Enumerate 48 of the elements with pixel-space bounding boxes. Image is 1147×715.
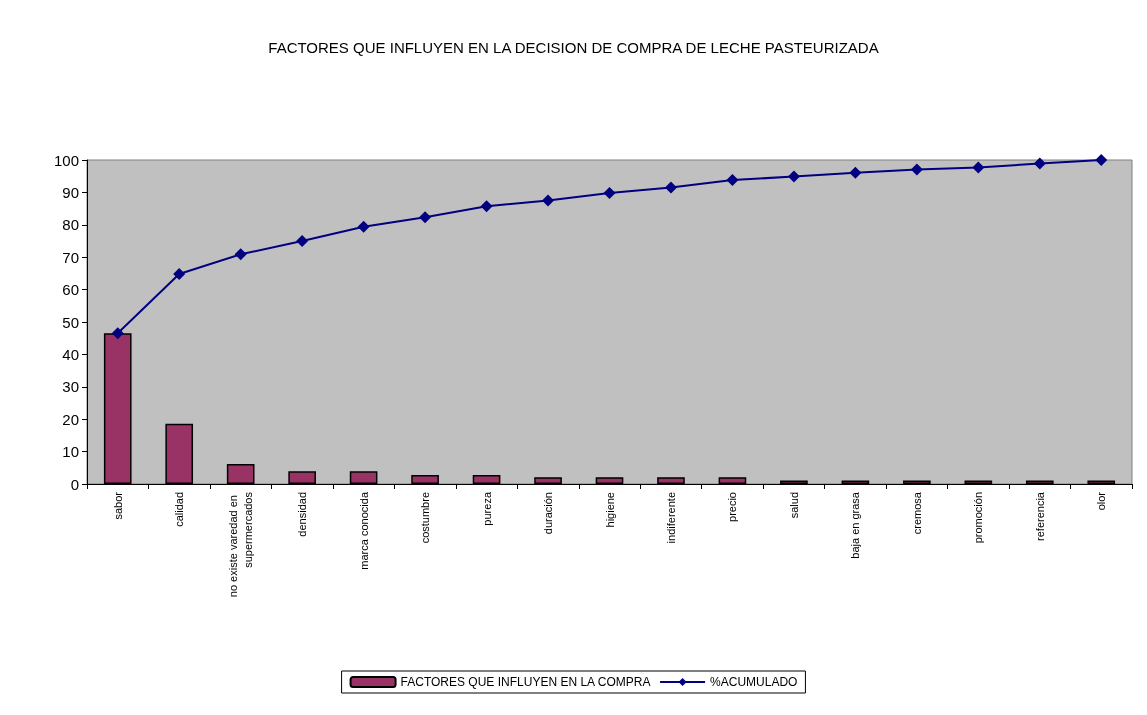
x-tick-label: duración bbox=[542, 492, 555, 535]
x-tick-label: baja en grasa bbox=[849, 491, 862, 559]
point bbox=[357, 220, 370, 233]
point bbox=[849, 166, 862, 179]
y-tick-label: 100 bbox=[53, 151, 79, 169]
legend-label: FACTORES QUE INFLUYEN EN LA COMPRA bbox=[400, 675, 651, 689]
y-tick-label: 80 bbox=[62, 216, 79, 234]
x-tick-label: calidad bbox=[173, 492, 186, 527]
point bbox=[1033, 157, 1046, 170]
x-tick-label: indiferente bbox=[664, 492, 677, 544]
point bbox=[542, 194, 555, 207]
point bbox=[972, 161, 985, 174]
point bbox=[480, 200, 493, 213]
x-tick-label: cremosa bbox=[910, 491, 923, 535]
point bbox=[726, 174, 739, 187]
point bbox=[910, 163, 923, 176]
point bbox=[234, 248, 247, 261]
y-tick-label: 10 bbox=[62, 443, 79, 461]
x-tick-label: costumbre bbox=[419, 492, 432, 544]
y-tick-label: 20 bbox=[62, 410, 79, 428]
point bbox=[296, 235, 309, 247]
y-tick-label: 40 bbox=[62, 345, 79, 363]
x-tick-label: referencia bbox=[1033, 491, 1046, 541]
y-tick-label: 30 bbox=[62, 378, 79, 396]
point bbox=[111, 327, 124, 340]
y-tick-label: 0 bbox=[70, 475, 79, 493]
x-tick-label: pureza bbox=[480, 491, 493, 526]
point bbox=[173, 268, 186, 281]
x-tick-label: no existe varedad en supermercados bbox=[227, 491, 255, 598]
x-tick-label: promoción bbox=[972, 492, 985, 544]
x-tick-label: precio bbox=[726, 492, 739, 522]
point bbox=[664, 181, 677, 194]
x-tick-label: higiene bbox=[603, 492, 616, 528]
x-tick-label: salud bbox=[787, 492, 800, 519]
chart-title: FACTORES QUE INFLUYEN EN LA DECISION DE COMPRA DE LECHE PASTEURIZADA bbox=[268, 39, 879, 56]
y-tick-label: 70 bbox=[62, 248, 79, 266]
y-tick-label: 90 bbox=[62, 183, 79, 201]
x-tick-label: olor bbox=[1095, 491, 1108, 511]
point bbox=[419, 211, 432, 224]
point bbox=[787, 170, 800, 183]
x-tick-label: sabor bbox=[111, 491, 124, 520]
y-tick-label: 50 bbox=[62, 313, 79, 331]
point bbox=[603, 187, 616, 200]
x-tick-label: densidad bbox=[296, 492, 309, 537]
point bbox=[1095, 154, 1108, 166]
legend-label: %ACUMULADO bbox=[710, 675, 798, 689]
y-tick-label: 60 bbox=[62, 281, 79, 299]
x-tick-label: marca conocida bbox=[357, 491, 370, 570]
